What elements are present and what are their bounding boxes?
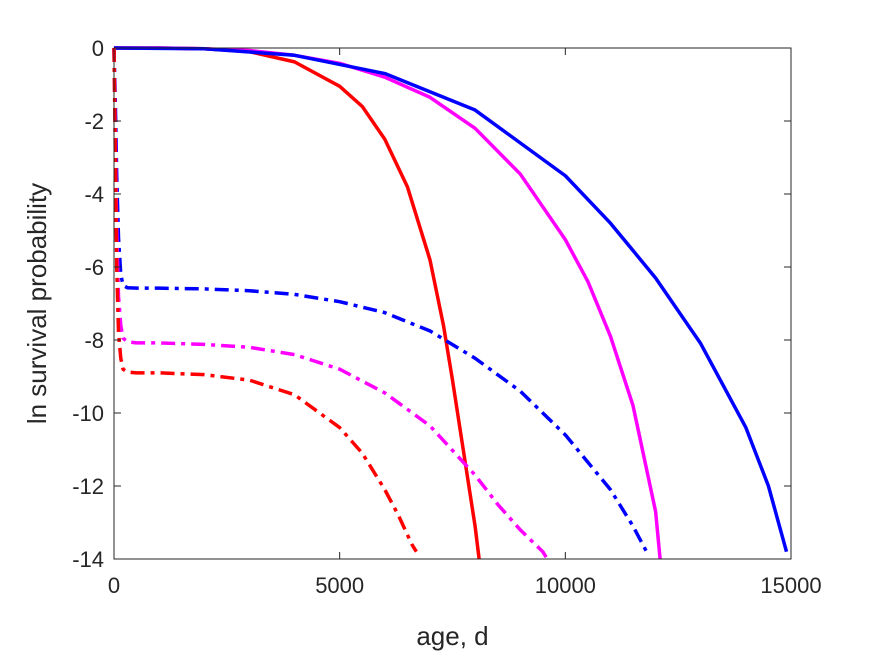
y-tick-label: -2 (84, 109, 104, 134)
series-line-3 (113, 46, 789, 553)
tick-layer: 0 5000 10000 15000 0 -2 -4 -6 -8 -10 -12 -14 (72, 36, 821, 598)
y-tick-label: -14 (72, 547, 104, 572)
x-tick-label: 10000 (535, 573, 596, 598)
x-tick-label: 5000 (315, 573, 364, 598)
series-line-6 (112, 47, 418, 553)
y-tick-label: -8 (84, 328, 104, 353)
x-tick-label: 15000 (760, 573, 821, 598)
plot-frame (113, 47, 792, 560)
y-tick-label: -10 (72, 401, 104, 426)
y-axis-label: ln survival probability (22, 183, 52, 424)
series-layer (112, 46, 789, 560)
x-tick-label: 0 (108, 573, 120, 598)
y-tick-label: -12 (72, 474, 104, 499)
y-tick-label: -6 (84, 255, 104, 280)
series-line-4 (112, 47, 649, 553)
y-tick-label: -4 (84, 182, 104, 207)
y-tick-label: 0 (92, 36, 104, 61)
x-axis-label: age, d (416, 621, 488, 651)
